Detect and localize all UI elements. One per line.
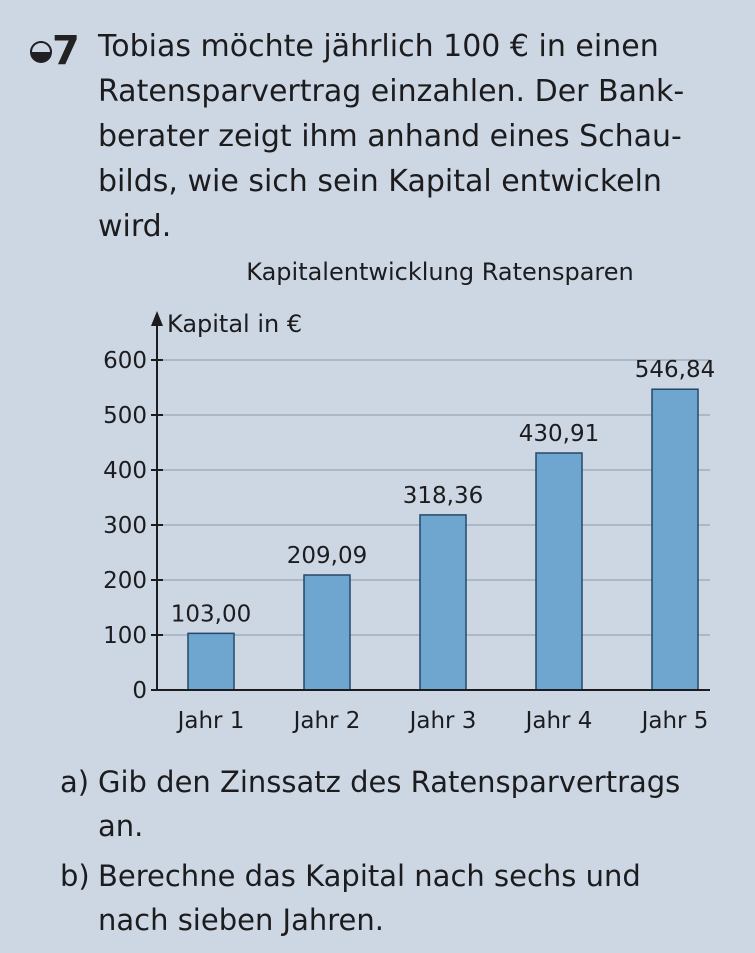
intro-line: wird. [98, 209, 172, 244]
axis-layer [151, 311, 710, 691]
y-axis-label: Kapital in € [167, 310, 302, 338]
bar-value-label: 318,36 [403, 483, 483, 509]
question-line: Gib den Zinssatz des Ratensparvertrags [98, 765, 681, 799]
question-line: nach sieben Jahren. [98, 903, 384, 937]
intro-line: Ratensparvertrag einzahlen. Der Bank- [98, 74, 685, 109]
question-letter: b) [60, 859, 90, 893]
y-tick-label: 200 [103, 568, 147, 594]
y-tick-label: 100 [103, 623, 147, 649]
task-marker: 7 [30, 28, 100, 74]
x-tick-label: Jahr 1 [176, 708, 245, 734]
labels-layer: Kapitalentwicklung Ratensparen Kapital in… [103, 258, 715, 734]
intro-line: bilds, wie sich sein Kapital entwickeln [98, 164, 662, 199]
y-tick-label: 0 [132, 678, 147, 704]
question-line: an. [98, 809, 144, 843]
x-tick-label: Jahr 4 [524, 708, 593, 734]
bar-jahr-4 [535, 452, 583, 691]
difficulty-dot-icon [30, 41, 52, 63]
x-tick-label: Jahr 2 [292, 708, 361, 734]
question-a: a) Gib den Zinssatz des Ratensparvertrag… [60, 760, 740, 848]
capital-bar-chart: Kapitalentwicklung Ratensparen Kapital in… [103, 258, 715, 734]
questions: a) Gib den Zinssatz des Ratensparvertrag… [60, 760, 740, 948]
bar-value-label: 103,00 [171, 601, 251, 627]
intro-line: berater zeigt ihm anhand eines Schau- [98, 119, 682, 154]
bar-jahr-1 [187, 632, 235, 691]
question-letter: a) [60, 765, 90, 799]
chart-title: Kapitalentwicklung Ratensparen [246, 258, 633, 286]
bar-value-label: 209,09 [287, 543, 367, 569]
bar-value-label: 430,91 [519, 421, 599, 447]
exercise-number: 7 [52, 28, 80, 74]
y-tick-label: 400 [103, 458, 147, 484]
question-b: b) Berechne das Kapital nach sechs und n… [60, 854, 740, 942]
intro-line: Tobias möchte jährlich 100 € in einen [98, 29, 659, 64]
x-tick-label: Jahr 5 [640, 708, 709, 734]
y-tick-label: 600 [103, 348, 147, 374]
bar-jahr-2 [303, 574, 351, 691]
bar-jahr-3 [419, 514, 467, 691]
y-axis-arrow-icon [151, 311, 163, 326]
y-tick-label: 500 [103, 403, 147, 429]
x-tick-label: Jahr 3 [408, 708, 477, 734]
bar-jahr-5 [651, 388, 699, 691]
question-line: Berechne das Kapital nach sechs und [98, 859, 641, 893]
exercise-intro: Tobias möchte jährlich 100 € in einen Ra… [98, 24, 738, 249]
bar-value-label: 546,84 [635, 357, 715, 383]
y-tick-label: 300 [103, 513, 147, 539]
bars-layer [187, 388, 699, 691]
